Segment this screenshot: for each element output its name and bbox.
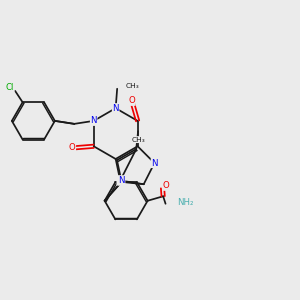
Text: N: N [151, 158, 158, 167]
Text: O: O [163, 181, 169, 190]
Text: N: N [118, 176, 125, 185]
Text: N: N [90, 116, 97, 125]
Text: Cl: Cl [6, 83, 14, 92]
Text: N: N [112, 104, 119, 113]
Text: O: O [69, 143, 76, 152]
Text: O: O [128, 96, 135, 105]
Text: CH₃: CH₃ [131, 136, 145, 142]
Text: CH₃: CH₃ [125, 83, 139, 89]
Text: NH₂: NH₂ [177, 198, 194, 207]
Text: N: N [117, 176, 124, 185]
